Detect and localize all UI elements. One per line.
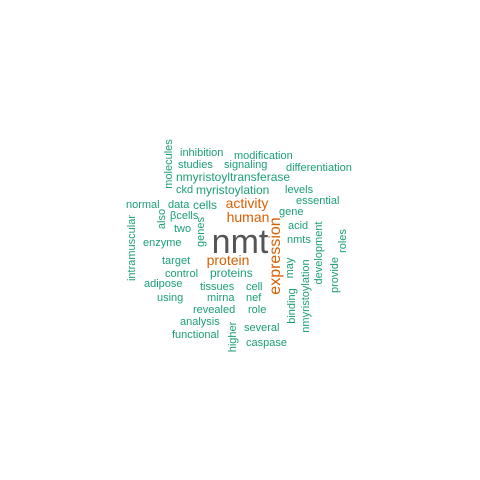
word-cells: cells xyxy=(193,198,217,212)
word-revealed: revealed xyxy=(193,304,235,316)
word-role: role xyxy=(248,304,266,316)
word-provide: provide xyxy=(329,257,341,293)
word-modification: modification xyxy=(234,150,293,162)
word-levels: levels xyxy=(285,184,314,196)
word-normal: normal xyxy=(126,199,160,211)
word-nmyristoylation: nmyristoylation xyxy=(300,259,312,332)
word-analysis: analysis xyxy=(180,316,220,328)
word-genes: genes xyxy=(195,217,207,247)
word-higher: higher xyxy=(227,321,239,352)
word-protein: protein xyxy=(207,252,250,268)
word-roles: roles xyxy=(337,229,349,253)
word-ckd: ckd xyxy=(176,184,193,196)
word-studies: studies xyxy=(178,159,213,171)
word-intramuscular: intramuscular xyxy=(126,215,138,281)
word-acid: acid xyxy=(288,220,308,232)
word-tissues: tissues xyxy=(200,281,235,293)
word-nmt: nmt xyxy=(212,223,269,261)
word-differentiation: differentiation xyxy=(286,162,352,174)
word-bcells: βcells xyxy=(170,210,199,222)
word-mirna: mirna xyxy=(207,292,235,304)
word-essential: essential xyxy=(296,195,339,207)
word-nmyristoyltransferase: nmyristoyltransferase xyxy=(176,170,290,184)
word-may: may xyxy=(284,257,296,278)
word-gene: gene xyxy=(279,206,303,218)
word-proteins: proteins xyxy=(210,266,253,280)
word-molecules: molecules xyxy=(163,139,175,189)
word-activity: activity xyxy=(226,195,269,211)
word-using: using xyxy=(157,292,183,304)
word-enzyme: enzyme xyxy=(143,237,182,249)
word-nmts: nmts xyxy=(287,234,311,246)
word-human: human xyxy=(227,209,270,225)
word-functional: functional xyxy=(172,329,219,341)
word-adipose: adipose xyxy=(144,278,183,290)
word-expression: expression xyxy=(267,217,284,294)
word-control: control xyxy=(165,268,198,280)
word-nef: nef xyxy=(246,292,262,304)
word-two: two xyxy=(174,223,191,235)
word-myristoylation: myristoylation xyxy=(196,183,269,197)
word-several: several xyxy=(244,322,279,334)
word-target: target xyxy=(162,255,190,267)
word-data: data xyxy=(168,199,190,211)
word-caspase: caspase xyxy=(246,337,287,349)
word-binding: binding xyxy=(286,288,298,323)
word-development: development xyxy=(313,222,325,285)
word-inhibition: inhibition xyxy=(180,147,223,159)
word-cell: cell xyxy=(246,281,263,293)
word-signaling: signaling xyxy=(224,159,267,171)
word-also: also xyxy=(156,209,168,229)
